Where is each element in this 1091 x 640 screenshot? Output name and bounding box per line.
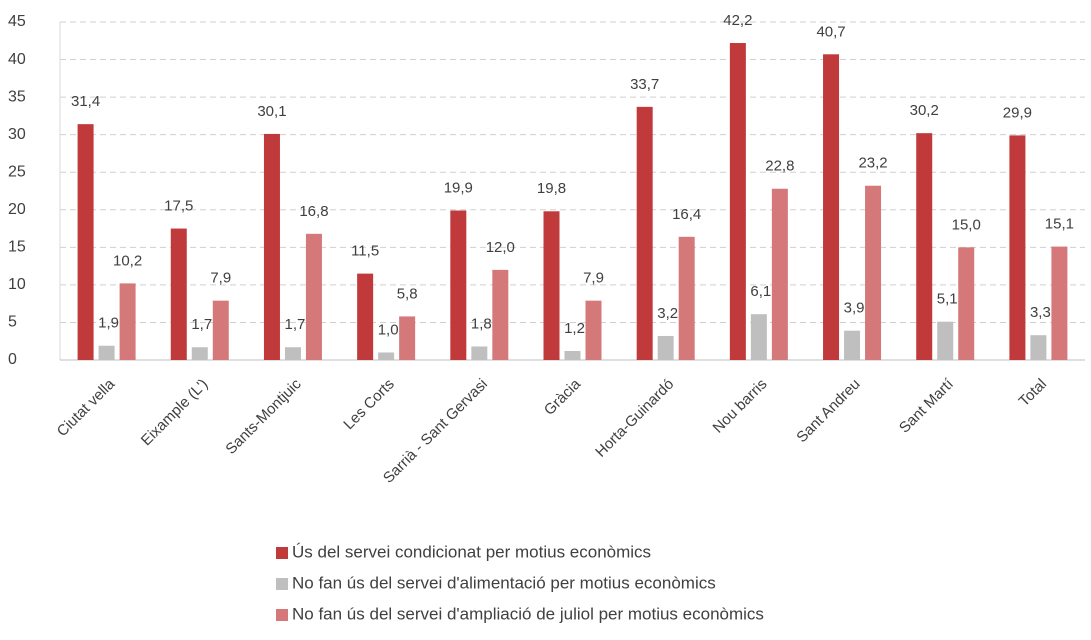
value-label: 33,7 [630,76,659,93]
bar [284,347,301,360]
x-tick-label: Sarrià - Sant Gervasi [380,376,491,487]
value-label: 10,2 [113,252,142,269]
value-label: 19,9 [444,179,473,196]
bar [492,269,509,360]
bar [636,106,653,361]
value-label: 3,9 [844,300,865,317]
bar [212,300,229,360]
bar [450,210,467,360]
value-label: 16,4 [672,206,701,223]
x-tick-label: Ciutat vella [54,375,119,440]
y-tick-label: 30 [8,126,26,143]
bar [823,54,840,360]
bar [98,345,115,360]
y-tick-label: 35 [8,88,26,105]
value-label: 11,5 [351,243,379,260]
value-label: 17,5 [164,198,193,215]
legend-label: Ús del servei condicionat per motius eco… [292,542,651,561]
bar [77,124,94,360]
y-tick-label: 10 [8,276,26,293]
y-tick-label: 0 [8,351,17,368]
value-label: 12,0 [486,239,515,256]
bar [305,233,322,360]
bar [1030,335,1047,360]
bar [543,211,560,360]
value-label: 23,2 [858,155,887,172]
legend-swatch [276,578,288,590]
x-tick-label: Gràcia [541,375,585,419]
value-label: 1,9 [98,315,119,332]
x-tick-label: Total [1016,376,1050,410]
bar [263,133,280,360]
y-tick-label: 25 [8,163,26,180]
x-tick-label: Nou barris [710,376,771,437]
value-label: 3,2 [657,305,678,322]
value-label: 1,0 [378,321,399,338]
bar [771,188,788,360]
bar [119,283,136,360]
bar [865,185,882,360]
bar [937,321,954,360]
value-label: 15,0 [952,216,981,233]
value-label: 1,7 [285,316,306,333]
value-label: 1,2 [564,320,585,337]
value-label: 5,1 [937,291,958,308]
bar [657,335,674,360]
value-label: 22,8 [765,158,794,175]
value-label: 29,9 [1003,104,1032,121]
bar [916,133,933,360]
legend-label: No fan ús del servei d'alimentació per m… [292,573,716,592]
bar [399,316,416,360]
legend-label: No fan ús del servei d'ampliació de juli… [292,604,764,623]
bar [1009,135,1026,360]
bar [844,330,861,360]
value-label: 3,3 [1030,304,1051,321]
value-label: 1,7 [191,316,212,333]
y-tick-label: 45 [8,13,26,30]
x-tick-label: Eixample (L') [138,376,212,450]
bar [191,347,208,360]
x-tick-label: Sant Martí [896,375,958,437]
legend-swatch [276,547,288,559]
value-label: 42,2 [723,12,752,29]
bar [471,346,488,360]
x-tick-label: Horta-Guinardó [592,376,677,461]
value-label: 16,8 [299,203,328,220]
bar [750,314,767,360]
y-tick-label: 40 [8,51,26,68]
bar [378,352,395,360]
value-label: 6,1 [750,283,771,300]
bar [958,247,975,360]
x-tick-label: Les Corts [340,376,397,433]
bar [585,300,602,360]
x-tick-label: Sant Andreu [793,376,863,446]
value-label: 19,8 [537,180,566,197]
value-label: 15,1 [1045,216,1074,233]
value-label: 40,7 [816,23,845,40]
bar [729,43,746,360]
value-label: 7,9 [583,270,604,287]
value-label: 5,8 [397,285,418,302]
y-tick-label: 5 [8,314,17,331]
value-label: 1,8 [471,315,492,332]
x-tick-label: Sants-Montjuic [222,375,305,458]
y-tick-label: 20 [8,201,26,218]
value-label: 7,9 [210,270,231,287]
bar [357,273,374,360]
value-label: 30,2 [910,102,939,119]
bar [1051,246,1068,360]
y-tick-label: 15 [8,239,26,256]
value-label: 31,4 [71,93,100,110]
bar [678,236,695,360]
legend-swatch [276,609,288,621]
bar [170,228,187,360]
bar [564,350,581,360]
value-label: 30,1 [257,103,286,120]
